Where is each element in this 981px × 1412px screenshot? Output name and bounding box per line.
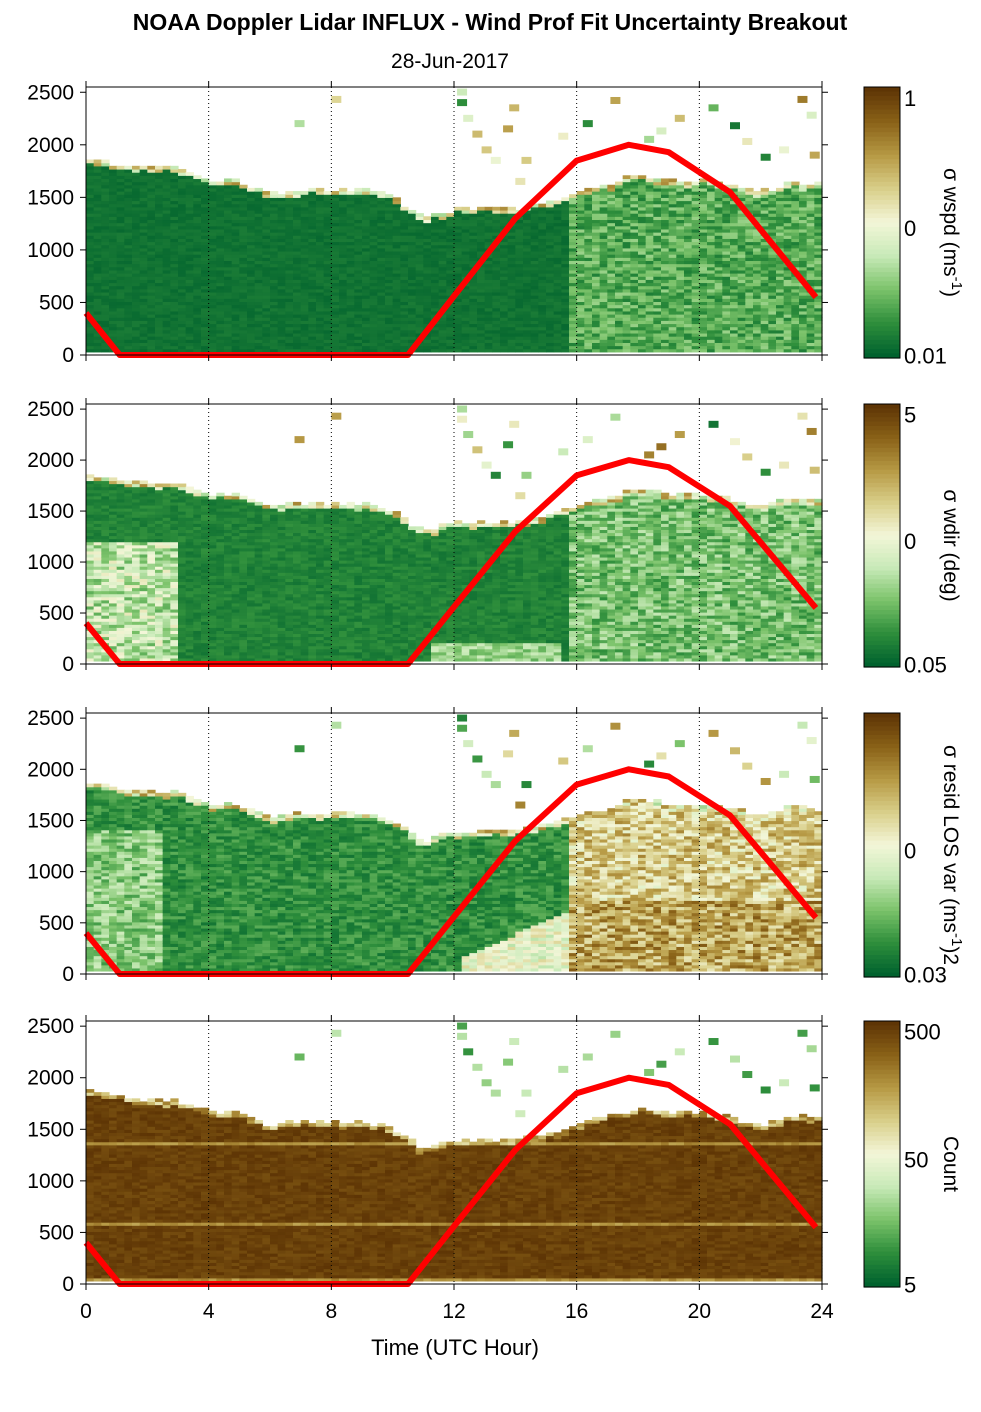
heatmap-cell bbox=[584, 188, 592, 192]
heatmap-cell bbox=[653, 178, 661, 182]
heatmap-cell bbox=[270, 191, 278, 195]
heatmap-cell bbox=[216, 182, 224, 186]
heatmap-cell bbox=[209, 182, 217, 186]
heatmap-cell bbox=[477, 207, 485, 211]
heatmap-cell bbox=[94, 160, 102, 164]
heatmap-cell bbox=[124, 166, 132, 170]
heatmap-cell bbox=[592, 188, 600, 192]
heatmap-cell bbox=[393, 197, 401, 201]
heatmap-cell bbox=[101, 160, 109, 164]
heatmap-cell bbox=[117, 166, 125, 170]
heatmap-cell bbox=[339, 188, 347, 192]
heatmap-cell bbox=[132, 166, 140, 170]
heatmap-cell bbox=[600, 185, 608, 189]
heatmap-cell bbox=[646, 178, 654, 182]
heatmap-cell bbox=[408, 210, 416, 214]
heatmap-cell bbox=[178, 169, 186, 173]
heatmap-cell bbox=[224, 178, 232, 182]
heatmap-cell bbox=[661, 178, 669, 182]
heatmap-cell bbox=[186, 172, 194, 176]
heatmap-cell bbox=[500, 207, 508, 211]
heatmap-cell bbox=[370, 191, 378, 195]
heatmap-cell bbox=[508, 207, 516, 211]
figure: NOAA Doppler Lidar INFLUX - Wind Prof Fi… bbox=[0, 0, 981, 1412]
heatmap-cell bbox=[569, 194, 577, 198]
heatmap-cell bbox=[439, 213, 447, 217]
heatmap-cell bbox=[193, 175, 201, 179]
heatmap-cell bbox=[446, 213, 454, 217]
heatmap-cell bbox=[546, 201, 554, 205]
heatmap-cell bbox=[170, 166, 178, 170]
heatmap-cell bbox=[469, 210, 477, 214]
heatmap-cell bbox=[400, 207, 408, 211]
heatmap-cell bbox=[324, 191, 332, 195]
heatmap-cell bbox=[684, 182, 692, 186]
chart-title: NOAA Doppler Lidar INFLUX - Wind Prof Fi… bbox=[133, 9, 848, 35]
heatmap-cell bbox=[454, 207, 462, 211]
heatmap-cell bbox=[140, 166, 148, 170]
heatmap-cell bbox=[630, 175, 638, 179]
heatmap-cell bbox=[638, 175, 646, 179]
heatmap-cell bbox=[462, 207, 470, 211]
heatmap-cell bbox=[385, 194, 393, 198]
heatmap-cell bbox=[431, 213, 439, 217]
heatmap-cell bbox=[692, 182, 700, 186]
heatmap-cell bbox=[615, 182, 623, 186]
heatmap-cell bbox=[247, 188, 255, 192]
heatmap-cell bbox=[423, 216, 431, 220]
heatmap-cell bbox=[262, 191, 270, 195]
heatmap-cell bbox=[163, 166, 171, 170]
chart-subtitle: 28-Jun-2017 bbox=[391, 50, 509, 73]
heatmap-cell bbox=[623, 175, 631, 179]
heatmap-cell bbox=[278, 194, 286, 198]
heatmap-cell bbox=[285, 191, 293, 195]
heatmap-cell bbox=[676, 182, 684, 186]
heatmap-cell bbox=[669, 178, 677, 182]
heatmap-cell bbox=[538, 204, 546, 208]
heatmap-cell bbox=[347, 191, 355, 195]
heatmap-cell bbox=[331, 191, 339, 195]
heatmap-cell bbox=[492, 207, 500, 211]
heatmap-cell bbox=[416, 213, 424, 217]
heatmap-cell bbox=[155, 166, 163, 170]
heatmap-cell bbox=[554, 201, 562, 205]
heatmap-cell bbox=[607, 185, 615, 189]
heatmap-cell bbox=[86, 160, 94, 164]
heatmap-cell bbox=[316, 188, 324, 192]
heatmap-cell bbox=[485, 207, 493, 211]
heatmap-cell bbox=[109, 166, 117, 170]
heatmap-cell bbox=[301, 191, 309, 195]
heatmap-cell bbox=[293, 191, 301, 195]
heatmap-cell bbox=[232, 178, 240, 182]
heatmap-cell bbox=[201, 178, 209, 182]
heatmap-cell bbox=[377, 191, 385, 195]
heatmap-cell bbox=[308, 188, 316, 192]
heatmap-cell bbox=[147, 166, 155, 170]
heatmap-cell bbox=[354, 188, 362, 192]
heatmap-cell bbox=[561, 197, 569, 201]
heatmap-cell bbox=[239, 185, 247, 189]
heatmap-cell bbox=[577, 191, 585, 195]
heatmap-cell bbox=[255, 188, 263, 192]
heatmap-cell bbox=[362, 188, 370, 192]
